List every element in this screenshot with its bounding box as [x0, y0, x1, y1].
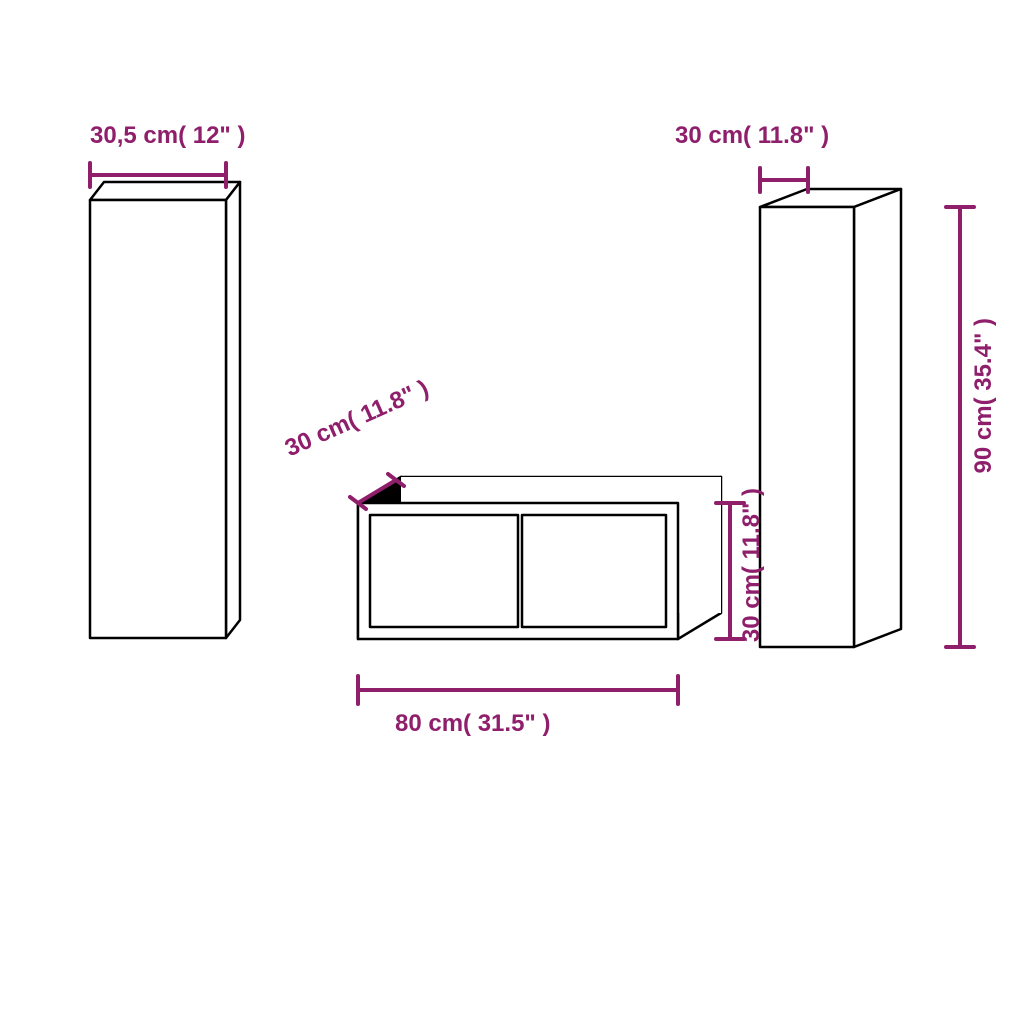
- dimension-label: 90 cm( 35.4" ): [970, 318, 998, 473]
- dimension-label: 30,5 cm( 12" ): [90, 122, 245, 150]
- dimension-label: 80 cm( 31.5" ): [395, 710, 550, 738]
- dimension-drawing: [0, 0, 1024, 1024]
- dimension-label: 30 cm( 11.8" ): [675, 122, 829, 150]
- dimension-label: 30 cm( 11.8" ): [738, 488, 766, 642]
